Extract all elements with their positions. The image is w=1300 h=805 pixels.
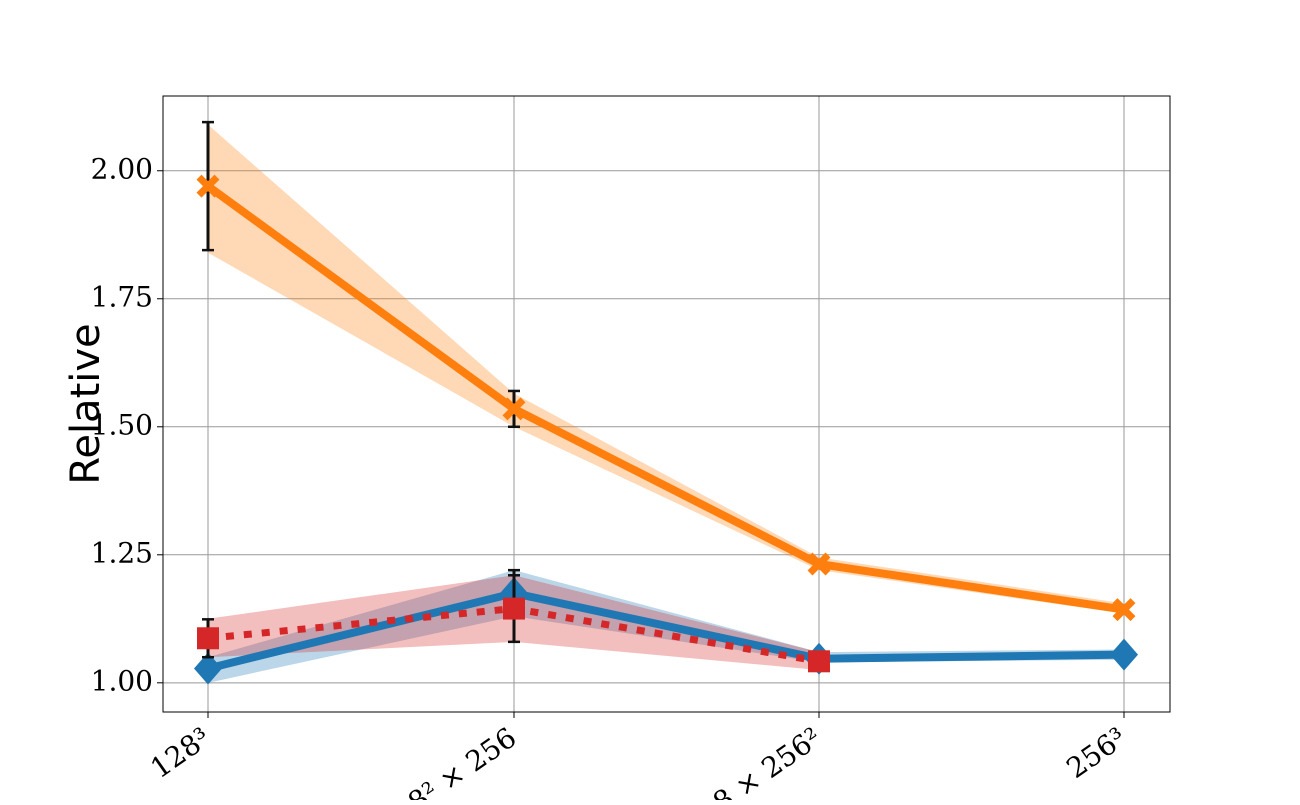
plot-frame bbox=[162, 95, 1171, 713]
x-tick-label: 256³ bbox=[1060, 721, 1132, 785]
y-axis-label: Relative bbox=[63, 323, 109, 484]
y-tick-label: 1.00 bbox=[91, 664, 153, 697]
marker bbox=[807, 552, 831, 576]
x-tick-label: 128² × 256 bbox=[373, 721, 522, 800]
series-line bbox=[205, 182, 1125, 614]
y-tick-label: 2.00 bbox=[91, 152, 153, 185]
marker bbox=[503, 597, 525, 620]
x-tick-label: 128 × 256² bbox=[678, 721, 827, 800]
marker bbox=[1110, 638, 1138, 671]
confidence-band bbox=[208, 124, 1124, 614]
y-tick-label: 1.50 bbox=[91, 408, 153, 441]
marker bbox=[502, 397, 526, 421]
series-line bbox=[207, 589, 1125, 673]
marker bbox=[1112, 598, 1136, 622]
marker bbox=[194, 652, 222, 685]
x-tick-label: 128³ bbox=[144, 721, 216, 785]
marker bbox=[808, 650, 830, 673]
marker bbox=[196, 174, 220, 198]
y-tick-label: 1.75 bbox=[91, 280, 153, 313]
marker bbox=[197, 627, 219, 650]
y-tick-label: 1.25 bbox=[91, 536, 153, 569]
